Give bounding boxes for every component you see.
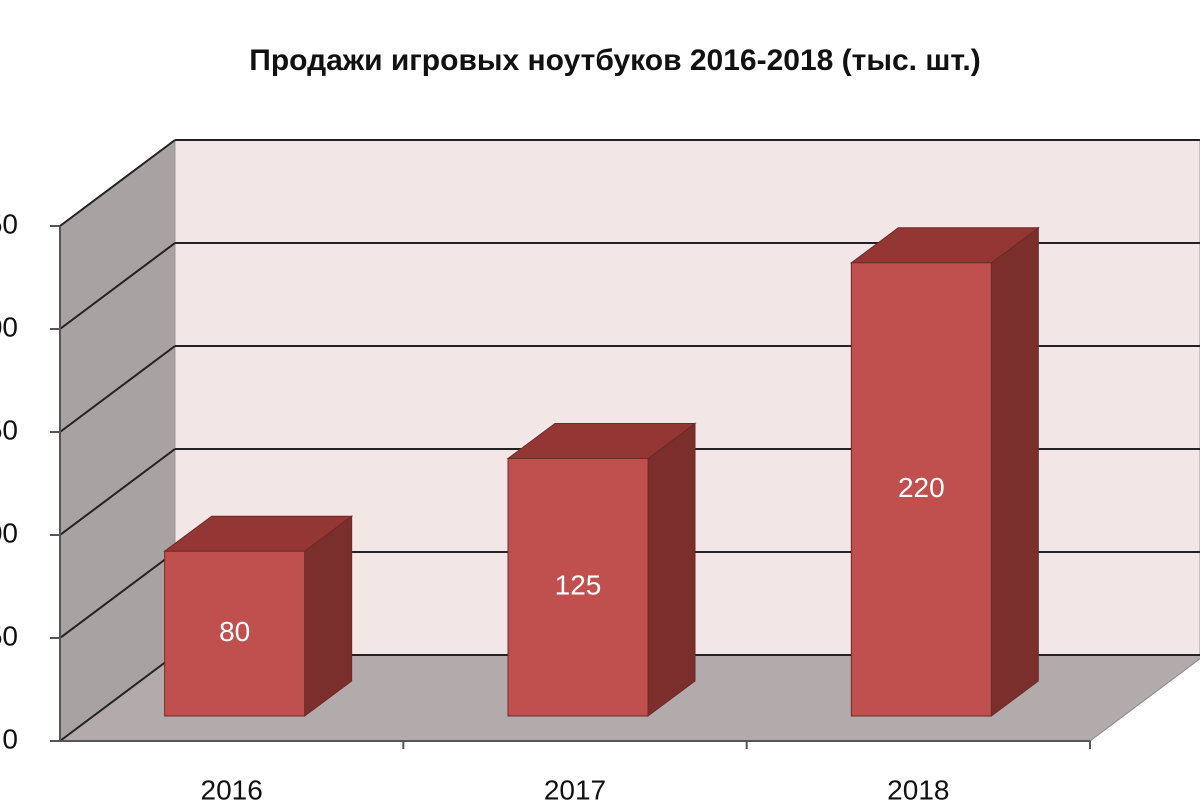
y-tick-label: 250 [0, 208, 18, 239]
bar-side [647, 422, 696, 717]
bar [506, 422, 697, 717]
grid-line-side [59, 654, 176, 742]
side-wall [59, 139, 176, 742]
bar [849, 226, 1040, 717]
data-label: 125 [555, 570, 602, 601]
data-label: 80 [219, 616, 250, 647]
bar-front [850, 262, 992, 717]
grid-line-side [59, 448, 176, 536]
y-tick-label: 0 [2, 723, 18, 754]
x-tick-label: 2017 [544, 774, 606, 800]
bar-front [507, 458, 649, 717]
y-tick-label: 200 [0, 311, 18, 342]
y-tick-label: 150 [0, 414, 18, 445]
x-tick-label: 2016 [201, 774, 263, 800]
y-tick-label: 100 [0, 517, 18, 548]
grid-line-side [59, 345, 176, 433]
y-tick-label: 50 [0, 620, 18, 651]
grid-line-side [59, 551, 176, 639]
grid-line-side [59, 139, 176, 227]
bar [163, 515, 354, 717]
bar-side [990, 226, 1039, 717]
bar-front [164, 550, 306, 717]
chart-title: Продажи игровых ноутбуков 2016-2018 (тыс… [249, 44, 980, 77]
x-tick-label: 2018 [887, 774, 949, 800]
grid-line-side [59, 242, 176, 330]
data-label: 220 [898, 472, 945, 503]
